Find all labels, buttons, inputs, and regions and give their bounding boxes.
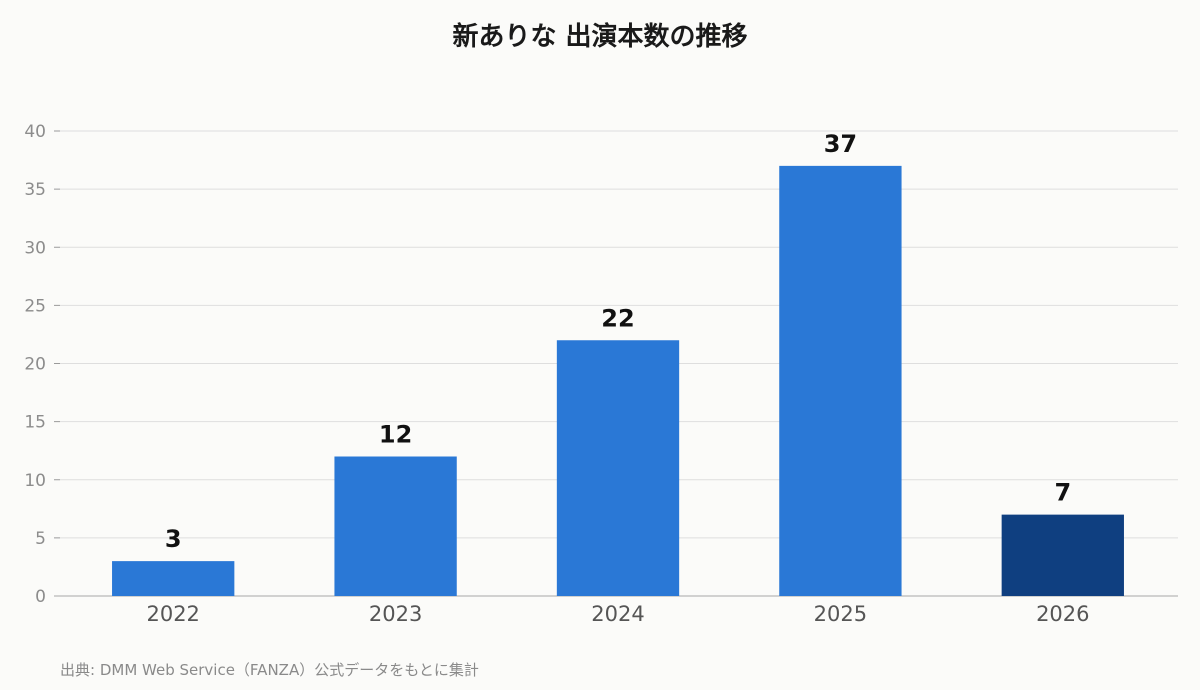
y-tick-label-25: 25 <box>24 296 46 316</box>
bar-2023 <box>334 456 457 596</box>
y-tick-label-40: 40 <box>24 122 46 142</box>
y-tick-label-35: 35 <box>24 180 46 200</box>
bar-2022 <box>112 561 235 596</box>
x-tick-label-2025: 2025 <box>814 602 867 626</box>
data-label-2023: 12 <box>379 421 412 449</box>
source-note: 出典: DMM Web Service（FANZA）公式データをもとに集計 <box>60 661 479 679</box>
y-tick-label-30: 30 <box>24 238 46 258</box>
y-tick-label-0: 0 <box>35 587 46 607</box>
x-tick-label-2024: 2024 <box>591 602 644 626</box>
chart-title: 新ありな 出演本数の推移 <box>452 22 748 52</box>
y-tick-label-10: 10 <box>24 471 46 491</box>
y-tick-label-5: 5 <box>35 529 46 549</box>
bar-2025 <box>779 165 902 596</box>
y-tick-label-20: 20 <box>24 355 46 375</box>
x-tick-label-2026: 2026 <box>1036 602 1089 626</box>
bar-2024 <box>556 340 680 596</box>
data-label-2022: 3 <box>165 525 182 553</box>
y-tick-label-15: 15 <box>24 413 46 433</box>
data-label-2024: 22 <box>601 304 634 332</box>
data-label-2025: 37 <box>824 130 857 158</box>
x-tick-label-2023: 2023 <box>369 602 422 626</box>
data-label-2026: 7 <box>1054 479 1071 507</box>
x-tick-label-2022: 2022 <box>146 602 199 626</box>
bar-2026 <box>1001 514 1124 596</box>
